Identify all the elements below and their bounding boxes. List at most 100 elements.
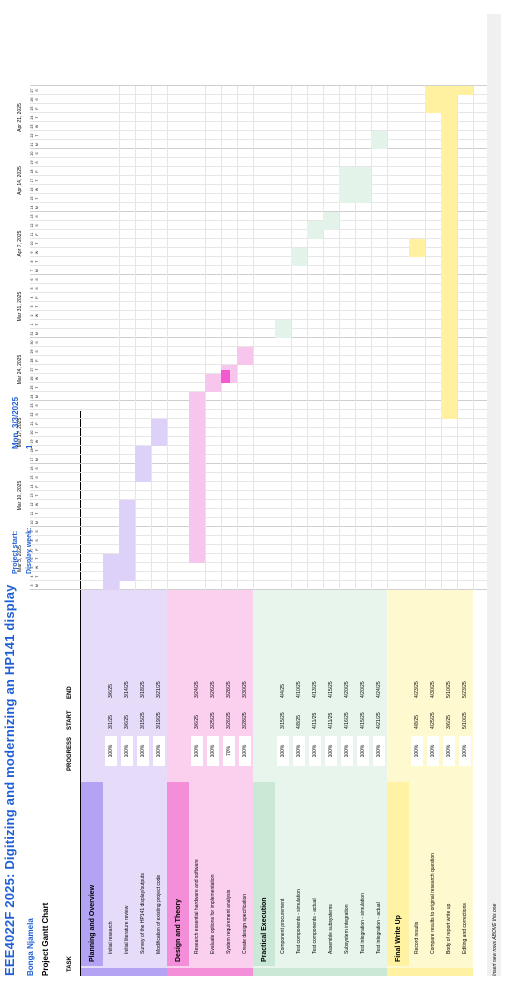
task-row[interactable]: Initial literature review 100% 3/6/25 3/14/… [119, 590, 136, 976]
task-start[interactable]: 3/15/25 [140, 712, 146, 729]
task-end[interactable]: 4/15/25 [328, 681, 334, 698]
task-end[interactable]: 5/10/25 [446, 681, 452, 698]
task-row[interactable]: Compare results to original research que… [425, 590, 442, 976]
task-start[interactable]: 4/15/25 [360, 712, 366, 729]
gantt-bar[interactable] [323, 212, 339, 230]
task-end[interactable]: 3/21/25 [156, 681, 162, 698]
task-end[interactable]: 4/30/25 [430, 681, 436, 698]
task-progress[interactable]: 100% [325, 736, 337, 766]
gantt-bar[interactable] [441, 86, 457, 419]
task-start[interactable]: 4/8/25 [296, 715, 302, 729]
task-progress[interactable]: 100% [207, 736, 219, 766]
task-start[interactable]: 3/25/25 [210, 712, 216, 729]
task-row[interactable]: Component procurement 100% 3/15/25 4/4/25 [275, 590, 292, 976]
task-start[interactable]: 3/6/25 [194, 715, 200, 729]
task-name[interactable]: Record results [414, 921, 420, 954]
task-progress[interactable]: 70% [223, 736, 235, 766]
task-name[interactable]: Evaluate options for implementation [210, 874, 216, 955]
task-row[interactable]: Initial research 100% 3/1/25 3/6/25 [103, 590, 120, 976]
task-row[interactable]: Research essential hardware and software… [189, 590, 206, 976]
task-start[interactable]: 4/8/25 [414, 715, 420, 729]
task-name[interactable]: Create design specification [242, 893, 248, 954]
task-start[interactable]: 3/1/25 [108, 715, 114, 729]
task-name[interactable]: Test integration - simulation [360, 893, 366, 954]
gantt-bar[interactable] [189, 392, 205, 563]
task-name[interactable]: Test components - actual [312, 898, 318, 954]
gantt-bar[interactable] [119, 500, 135, 581]
task-end[interactable]: 3/6/25 [108, 684, 114, 698]
task-end[interactable]: 3/26/25 [210, 681, 216, 698]
task-name[interactable]: Initial research [108, 921, 114, 954]
task-row[interactable]: Evaluate options for implementation 100% 3… [205, 590, 222, 976]
task-name[interactable]: Component procurement [280, 898, 286, 954]
gantt-bar[interactable] [237, 347, 253, 365]
task-name[interactable]: Body of report write up [446, 903, 452, 954]
task-start[interactable]: 4/11/25 [328, 712, 334, 729]
task-progress[interactable]: 100% [373, 736, 385, 766]
task-progress[interactable]: 100% [427, 736, 439, 766]
task-progress[interactable]: 100% [443, 736, 455, 766]
gantt-bar[interactable] [291, 248, 307, 266]
task-progress[interactable]: 100% [153, 736, 165, 766]
gantt-bar[interactable] [457, 86, 473, 95]
task-end[interactable]: 4/13/25 [312, 681, 318, 698]
task-name[interactable]: Survey of the HP141 display/outputs [140, 873, 146, 954]
task-row[interactable]: Survey of the HP141 display/outputs 100% 3… [135, 590, 152, 976]
task-progress[interactable]: 100% [341, 736, 353, 766]
task-progress[interactable]: 100% [411, 736, 423, 766]
task-progress[interactable]: 100% [357, 736, 369, 766]
task-name[interactable]: Modification of existing project code [156, 874, 162, 954]
task-start[interactable]: 4/25/25 [430, 712, 436, 729]
gantt-bar[interactable] [205, 374, 221, 392]
task-start[interactable]: 3/15/25 [280, 712, 286, 729]
task-row[interactable]: Subsystem integration 100% 4/16/25 4/20/25 [339, 590, 356, 976]
task-end[interactable]: 3/28/25 [226, 681, 232, 698]
task-row[interactable]: Assemble subsystems 100% 4/11/25 4/15/25 [323, 590, 340, 976]
task-start[interactable]: 3/6/25 [124, 715, 130, 729]
gantt-bar[interactable] [371, 131, 387, 149]
task-end[interactable]: 4/10/25 [296, 681, 302, 698]
task-progress[interactable]: 100% [239, 736, 251, 766]
task-end[interactable]: 4/20/25 [360, 681, 366, 698]
task-name[interactable]: Assemble subsystems [328, 904, 334, 954]
gantt-bar[interactable] [355, 167, 371, 203]
task-name[interactable]: Initial literature review [124, 905, 130, 954]
task-start[interactable]: 4/11/25 [312, 712, 318, 729]
task-row[interactable]: Modification of existing project code 100… [151, 590, 168, 976]
task-start[interactable]: 3/28/25 [242, 712, 248, 729]
task-progress[interactable]: 100% [137, 736, 149, 766]
task-name[interactable]: Test integration - actual [376, 902, 382, 954]
task-progress[interactable]: 100% [105, 736, 117, 766]
task-row[interactable]: Test integration - simulation 100% 4/15/25… [355, 590, 372, 976]
task-progress[interactable]: 100% [191, 736, 203, 766]
task-start[interactable]: 3/26/25 [226, 712, 232, 729]
task-end[interactable]: 5/23/25 [462, 681, 468, 698]
task-start[interactable]: 5/10/25 [462, 712, 468, 729]
gantt-bar[interactable] [275, 320, 291, 338]
task-end[interactable]: 4/23/25 [414, 681, 420, 698]
task-end[interactable]: 3/24/25 [194, 681, 200, 698]
task-end[interactable]: 4/24/25 [376, 681, 382, 698]
gantt-bar[interactable] [339, 167, 355, 203]
gantt-bar[interactable] [151, 419, 167, 446]
task-row[interactable]: Test components - actual 100% 4/11/25 4/13/… [307, 590, 324, 976]
task-row[interactable]: Body of report write up 100% 3/6/25 5/10/25 [441, 590, 458, 976]
task-row[interactable]: Test components - simulation 100% 4/8/25 4/… [291, 590, 308, 976]
task-end[interactable]: 3/18/25 [140, 681, 146, 698]
task-end[interactable]: 3/30/25 [242, 681, 248, 698]
task-name[interactable]: System requirement analysis [226, 889, 232, 954]
gantt-bar[interactable] [135, 446, 151, 482]
task-progress[interactable]: 100% [309, 736, 321, 766]
task-name[interactable]: Subsystem integration [344, 904, 350, 954]
task-row[interactable]: Editing and corrections 100% 5/10/25 5/23/2… [457, 590, 474, 976]
gantt-bar[interactable] [307, 221, 323, 239]
task-start[interactable]: 4/16/25 [344, 712, 350, 729]
task-name[interactable]: Editing and corrections [462, 903, 468, 954]
task-start[interactable]: 4/21/25 [376, 712, 382, 729]
task-row[interactable]: System requirement analysis 70% 3/26/25 3/2… [221, 590, 238, 976]
task-progress[interactable]: 100% [459, 736, 471, 766]
task-end[interactable]: 4/4/25 [280, 684, 286, 698]
task-end[interactable]: 4/20/25 [344, 681, 350, 698]
gantt-bar[interactable] [425, 86, 441, 113]
task-name[interactable]: Research essential hardware and software [194, 859, 200, 954]
